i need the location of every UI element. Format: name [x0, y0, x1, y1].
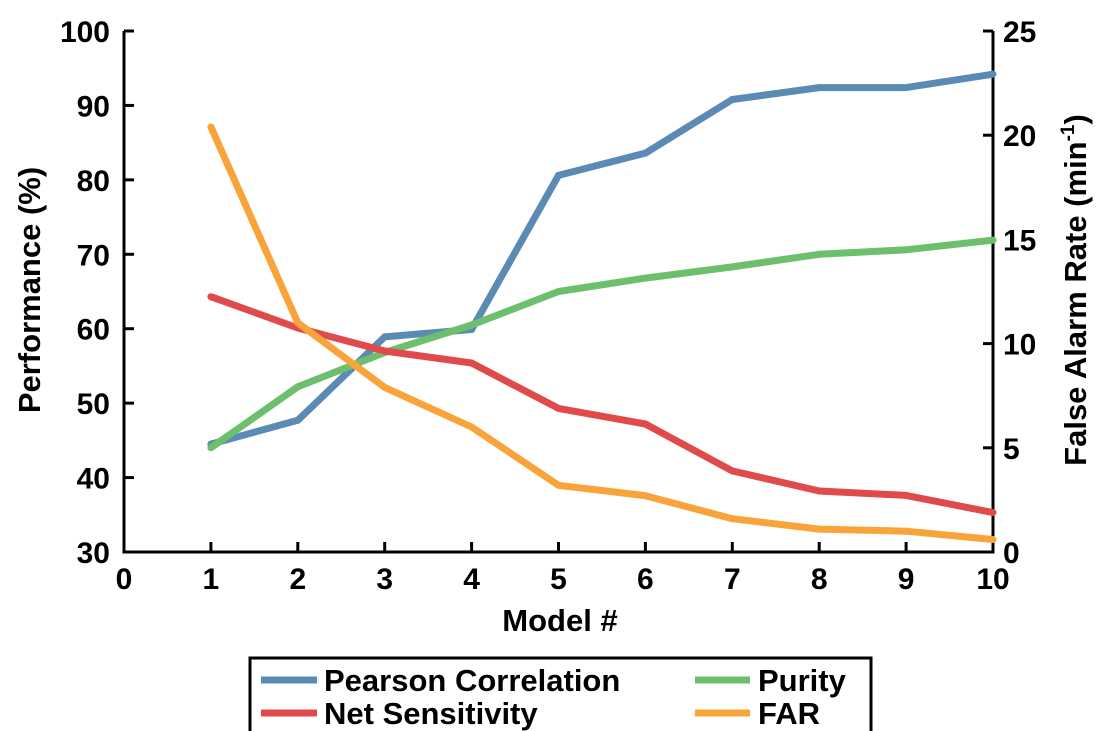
data-point-pearson-correlation	[381, 333, 389, 341]
x-tick-label: 3	[376, 563, 393, 596]
data-point-net-sensitivity	[902, 491, 910, 499]
x-tick-label: 1	[203, 563, 220, 596]
data-point-pearson-correlation	[902, 84, 910, 92]
x-tick-label: 9	[898, 563, 915, 596]
data-point-pearson-correlation	[815, 84, 823, 92]
data-point-far	[555, 481, 562, 489]
right-axis-title: False Alarm Rate (min-1)	[1058, 114, 1093, 466]
data-point-net-sensitivity	[555, 404, 562, 412]
data-point-far	[989, 535, 997, 543]
x-tick-label: 7	[724, 563, 741, 596]
right-tick-label: 10	[1003, 329, 1036, 362]
left-tick-label: 100	[60, 16, 110, 49]
data-point-net-sensitivity	[989, 509, 997, 517]
data-point-purity	[641, 274, 649, 282]
data-point-net-sensitivity	[468, 359, 476, 367]
data-point-far	[641, 492, 649, 500]
data-point-pearson-correlation	[641, 149, 649, 157]
right-axis-title-sup: -1	[1058, 124, 1079, 141]
series-line-net-sensitivity	[209, 293, 994, 517]
data-point-purity	[902, 246, 910, 254]
x-tick-label: 6	[637, 563, 654, 596]
x-axis: 0 1 2 3 4 5 6 7 8 9 10	[116, 542, 1010, 596]
right-tick-label: 20	[1003, 120, 1036, 153]
left-tick-label: 50	[77, 388, 110, 421]
right-tick-label: 25	[1003, 16, 1036, 49]
data-point-purity	[815, 250, 823, 258]
left-tick-label: 90	[77, 90, 110, 123]
left-axis-title: Performance (%)	[12, 167, 47, 413]
right-axis: 0 5 10 15 20 25	[983, 16, 1036, 570]
data-point-pearson-correlation	[989, 70, 997, 78]
data-point-far	[728, 515, 736, 523]
data-point-net-sensitivity	[728, 467, 736, 475]
x-tick-label: 2	[289, 563, 306, 596]
x-tick-label: 8	[811, 563, 828, 596]
x-tick-label: 0	[116, 563, 133, 596]
left-tick-label: 30	[77, 537, 110, 570]
data-point-far	[902, 527, 910, 535]
data-point-purity	[207, 444, 215, 452]
data-point-net-sensitivity	[641, 420, 649, 428]
data-point-far	[381, 383, 389, 391]
data-point-purity	[468, 321, 476, 329]
legend-label-purity: Purity	[758, 663, 847, 698]
data-point-purity	[555, 288, 562, 295]
right-tick-label: 15	[1003, 224, 1036, 257]
series-line-pearson-correlation	[209, 70, 994, 448]
series-lines	[207, 70, 997, 543]
legend-label-net-sensitivity: Net Sensitivity	[324, 696, 538, 731]
right-tick-label: 0	[1003, 537, 1020, 570]
data-point-far	[294, 319, 302, 327]
legend-label-far: FAR	[758, 696, 820, 731]
series-line-purity	[208, 236, 994, 451]
left-axis: 30 40 50 60 70 80 90 100	[60, 16, 134, 570]
series-line-far	[207, 125, 994, 543]
x-tick-label: 5	[550, 563, 567, 596]
data-point-net-sensitivity	[815, 487, 823, 495]
legend-box	[248, 656, 873, 731]
x-axis-title: Model #	[502, 603, 617, 638]
left-tick-label: 40	[77, 463, 110, 496]
data-point-pearson-correlation	[555, 171, 562, 179]
right-axis-title-main: False Alarm Rate (min	[1058, 141, 1093, 465]
left-tick-label: 70	[77, 239, 110, 272]
data-point-far	[815, 525, 823, 533]
legend-label-pearson: Pearson Correlation	[324, 663, 620, 698]
x-tick-label: 10	[976, 563, 1009, 596]
right-tick-label: 5	[1003, 433, 1020, 466]
data-point-net-sensitivity	[207, 293, 215, 301]
data-point-far	[207, 123, 215, 131]
data-point-purity	[728, 263, 736, 271]
left-tick-label: 60	[77, 314, 110, 347]
data-point-purity	[989, 236, 997, 244]
data-point-purity	[294, 383, 302, 391]
data-point-pearson-correlation	[728, 95, 736, 103]
right-axis-title-end: )	[1058, 114, 1093, 124]
data-point-far	[468, 423, 476, 431]
legend: Pearson Correlation Purity Net Sensitivi…	[248, 656, 873, 731]
data-point-pearson-correlation	[294, 416, 302, 424]
left-tick-label: 80	[77, 165, 110, 198]
x-tick-label: 4	[463, 563, 480, 596]
data-point-net-sensitivity	[381, 347, 389, 355]
